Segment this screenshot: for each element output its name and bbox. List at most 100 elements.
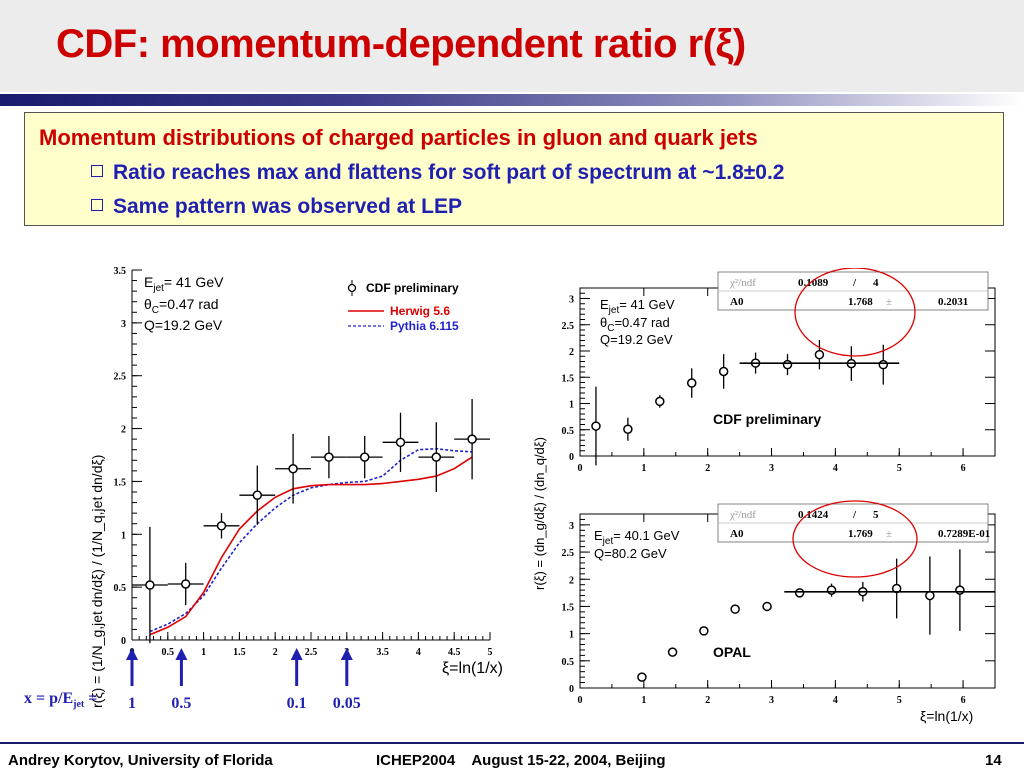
left-y-axis-label: r(ξ) = (1/N_g,jet dn/dξ) / (1/N_q,jet dn… — [89, 455, 105, 708]
rb-y-tick-label: 1 — [569, 630, 574, 641]
page-number: 14 — [985, 752, 1002, 769]
footer-author: Andrey Korytov, University of Florida — [8, 752, 273, 769]
rb-fitbox-r1c1: χ²/ndf — [729, 509, 756, 521]
rb-y-tick-label: 2.5 — [562, 548, 575, 559]
rb-opal-label: OPAL — [713, 644, 751, 660]
rt-point — [686, 378, 697, 388]
rt-y-tick-label: 2.5 — [562, 321, 575, 332]
rt-point — [782, 359, 793, 370]
herwig-curve — [149, 456, 473, 636]
slide-title: CDF: momentum-dependent ratio r(ξ) — [56, 22, 746, 66]
cdf-left-point — [288, 463, 298, 474]
rb-point — [826, 585, 837, 595]
cdf-left-point — [252, 490, 263, 500]
rt-point — [814, 349, 825, 360]
x-definition: x = p/Ejet = — [24, 690, 98, 711]
left-ejet-info: Ejet= 41 GeV — [144, 274, 224, 294]
left-x-tick-label: 2.5 — [305, 647, 318, 658]
rt-fitbox-r1c1: χ²/ndf — [729, 277, 756, 289]
rb-x-tick-label: 5 — [897, 695, 902, 706]
rt-y-tick-label: 0.5 — [562, 426, 575, 437]
left-y-tick-label: 0 — [121, 636, 126, 647]
rb-x-tick-label: 1 — [641, 695, 646, 706]
right-y-axis-label: r(ξ) = (dn_g/dξ) / (dn_q/dξ) — [532, 437, 547, 590]
rb-fitbox-r2c3: ± — [886, 528, 892, 540]
rb-point — [925, 590, 935, 601]
left-y-tick-label: 3.5 — [114, 266, 127, 277]
rb-x-tick-label: 0 — [578, 695, 583, 706]
rb-y-tick-label: 0 — [569, 684, 574, 695]
rb-highlight-ellipse — [792, 500, 918, 578]
rb-ejet-info: Ejet= 40.1 GeV — [594, 528, 680, 547]
legend-pythia-label: Pythia 6.115 — [390, 319, 459, 333]
x-arrow-label: 0.1 — [287, 695, 307, 712]
legend-cdf-label: CDF preliminary — [366, 281, 459, 295]
rb-fitbox-r1c3: / — [852, 509, 857, 521]
rb-point — [955, 585, 965, 595]
bullet-1-text: Ratio reaches max and flattens for soft … — [113, 161, 785, 184]
left-y-tick-label: 2 — [121, 425, 126, 436]
rt-theta-info: θC=0.47 rad — [600, 315, 670, 334]
rt-highlight-ellipse — [794, 268, 916, 357]
square-bullet-icon — [91, 165, 103, 177]
right-bottom-opal-chart: 0 1 2 3 4 5 6 0 0.5 1 1.5 2 2.5 3 χ²/ndf 0.1424 / 5 A0 1.7… — [562, 500, 996, 724]
rb-x-tick-label: 3 — [769, 695, 774, 706]
title-band — [0, 0, 1024, 92]
left-x-tick-label: 2 — [273, 647, 278, 658]
legend-herwig-label: Herwig 5.6 — [390, 304, 450, 318]
rb-x-tick-label: 6 — [961, 695, 966, 706]
rb-fitbox-r2c2: 1.769 — [848, 528, 873, 540]
rt-fitbox-r2c2: 1.768 — [848, 296, 873, 308]
rt-point — [623, 424, 633, 434]
bullet-2: Same pattern was observed at LEP — [91, 195, 462, 219]
left-x-axis-label: ξ=ln(1/x) — [442, 660, 503, 677]
rt-x-tick-label: 4 — [833, 463, 838, 474]
rt-fitbox-r1c4: 4 — [873, 277, 879, 289]
left-x-tick-label: 0.5 — [162, 647, 175, 658]
rt-y-tick-label: 2 — [569, 347, 574, 358]
square-bullet-icon — [91, 199, 103, 211]
rt-point — [878, 359, 889, 370]
left-x-tick-label: 5 — [488, 647, 493, 658]
rb-point — [637, 672, 647, 682]
rt-point — [718, 366, 729, 377]
cdf-left-point — [216, 521, 227, 531]
rt-y-tick-label: 1.5 — [562, 373, 575, 384]
cdf-left-point — [359, 452, 370, 462]
rt-point — [591, 421, 601, 431]
rt-fitbox-r2c1: A0 — [730, 296, 744, 308]
rb-y-tick-label: 2 — [569, 575, 574, 586]
legend-data-marker — [347, 283, 357, 293]
summary-heading: Momentum distributions of charged partic… — [39, 125, 758, 150]
x-arrow-head — [126, 648, 138, 660]
x-arrow-head — [175, 648, 188, 660]
rb-fitbox-r1c2: 0.1424 — [798, 509, 829, 521]
right-top-cdf-chart: 0 1 2 3 4 5 6 0 0.5 1 1.5 2 2.5 3 χ²/ndf 0.1089 / 4 A0 1.7… — [562, 268, 996, 474]
rb-q-info: Q=80.2 GeV — [594, 546, 667, 561]
rt-x-tick-label: 2 — [705, 463, 710, 474]
rt-x-tick-label: 5 — [897, 463, 902, 474]
rt-ejet-info: Ejet= 41 GeV — [600, 297, 675, 316]
rb-x-axis-label: ξ=ln(1/x) — [920, 708, 973, 724]
rt-x-tick-label: 0 — [578, 463, 583, 474]
bullet-1: Ratio reaches max and flattens for soft … — [91, 161, 784, 185]
rt-cdf-label: CDF preliminary — [713, 411, 821, 427]
left-x-tick-label: 3.5 — [376, 647, 389, 658]
cdf-left-point — [324, 452, 334, 462]
cdf-left-point — [180, 579, 191, 589]
rb-point — [730, 604, 740, 614]
left-y-tick-label: 2.5 — [114, 372, 127, 383]
rb-point — [762, 601, 772, 612]
rb-point — [699, 626, 709, 636]
rt-q-info: Q=19.2 GeV — [600, 332, 673, 347]
rb-fitbox-r1c4: 5 — [873, 509, 879, 521]
left-y-tick-label: 1 — [121, 530, 126, 541]
rt-point — [655, 396, 665, 407]
footer-conference: ICHEP2004 August 15-22, 2004, Beijing — [376, 752, 666, 769]
rt-fitbox-r2c4: 0.2031 — [938, 296, 968, 308]
left-x-tick-label: 1 — [201, 647, 206, 658]
rb-point — [667, 647, 678, 657]
header-stripe — [0, 94, 1024, 106]
rb-x-tick-label: 2 — [705, 695, 710, 706]
